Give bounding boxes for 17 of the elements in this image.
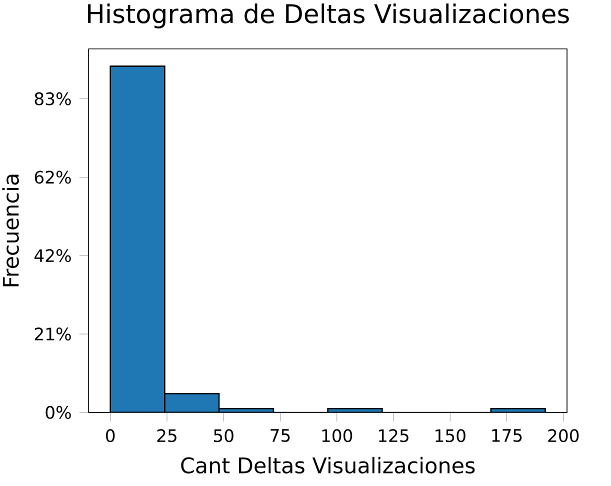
x-tick-label: 125 bbox=[378, 429, 408, 442]
x-tick-label: 175 bbox=[492, 429, 522, 442]
x-axis-title: Cant Deltas Visualizaciones bbox=[181, 457, 475, 474]
x-tick-label: 0 bbox=[106, 429, 115, 442]
x-tick-label: 100 bbox=[322, 429, 352, 442]
x-tick-label: 150 bbox=[436, 429, 466, 442]
y-tick-label: 0% bbox=[46, 406, 71, 420]
y-tick-label: 21% bbox=[34, 328, 71, 341]
chart-title: Histograma de Deltas Visualizaciones bbox=[88, 4, 569, 29]
y-axis-title: Frecuencia bbox=[2, 174, 19, 286]
y-tick-label: 83% bbox=[34, 92, 71, 106]
x-tick-label: 50 bbox=[214, 429, 234, 442]
y-tick-label: 62% bbox=[34, 170, 71, 184]
x-tick-label: 25 bbox=[157, 429, 176, 442]
y-tick-label: 42% bbox=[34, 249, 71, 262]
x-tick-label: 200 bbox=[548, 429, 579, 442]
x-tick-label: 75 bbox=[270, 429, 290, 442]
